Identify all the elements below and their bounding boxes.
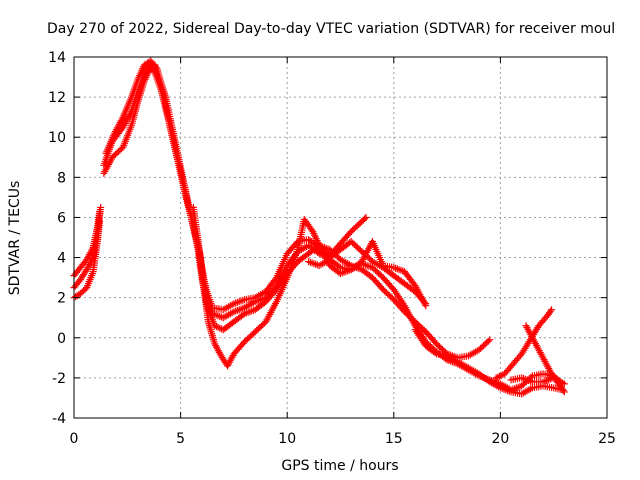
data-point: [362, 213, 370, 221]
series-track-d: [507, 374, 568, 388]
series-track-b: [100, 59, 494, 362]
data-point: [152, 63, 160, 71]
x-tick-label: 10: [278, 431, 296, 447]
series-track-d: [189, 203, 370, 314]
y-tick-label: -4: [52, 411, 66, 427]
y-tick-label: 2: [57, 291, 66, 307]
y-tick-label: 6: [57, 210, 66, 226]
data-point: [422, 302, 430, 310]
y-tick-label: -2: [52, 371, 66, 387]
data-point: [76, 290, 84, 298]
data-point: [486, 336, 494, 344]
y-tick-label: 8: [57, 170, 66, 186]
x-tick-label: 20: [491, 431, 509, 447]
data-point: [335, 262, 343, 270]
chart-title: Day 270 of 2022, Sidereal Day-to-day VTE…: [47, 21, 615, 37]
x-tick-label: 0: [70, 431, 79, 447]
data-point: [496, 372, 504, 380]
axis-ticks: 0 5 10 15 20 25 -4 -2 0 2 4 6 8 10 12 14: [48, 50, 616, 447]
data-point: [308, 226, 316, 234]
data-points: [70, 57, 568, 398]
x-tick-label: 15: [385, 431, 403, 447]
series-track-d: [305, 238, 430, 310]
plot-frame: [73, 56, 608, 419]
grid: [74, 57, 607, 418]
x-tick-label: 5: [176, 431, 185, 447]
data-point: [80, 287, 88, 295]
data-point: [548, 306, 556, 314]
data-point: [484, 337, 492, 345]
x-axis-title: GPS time / hours: [281, 458, 398, 474]
data-point: [271, 275, 279, 283]
data-point: [492, 374, 500, 382]
series-track-c: [102, 57, 566, 394]
data-point: [361, 215, 369, 223]
data-point: [560, 388, 568, 396]
y-tick-label: 14: [48, 50, 66, 66]
x-tick-label: 25: [598, 431, 616, 447]
data-point: [431, 349, 439, 357]
data-point: [214, 323, 222, 331]
data-point: [97, 203, 105, 211]
data-point: [547, 307, 555, 315]
series-track-c: [70, 203, 105, 292]
series-track-d: [411, 326, 566, 398]
y-tick-label: 12: [48, 90, 66, 106]
data-point: [560, 380, 568, 388]
data-point: [559, 386, 567, 394]
y-axis-title: SDTVAR / TECUs: [7, 181, 23, 296]
data-point: [81, 285, 89, 293]
y-tick-label: 4: [57, 251, 66, 267]
series-track-d: [492, 306, 556, 382]
data-point: [212, 323, 220, 331]
data-point: [88, 255, 96, 263]
y-tick-label: 10: [48, 130, 66, 146]
data-point: [78, 288, 86, 296]
y-tick-label: 0: [57, 331, 66, 347]
data-point: [494, 373, 502, 381]
data-point: [497, 371, 505, 379]
